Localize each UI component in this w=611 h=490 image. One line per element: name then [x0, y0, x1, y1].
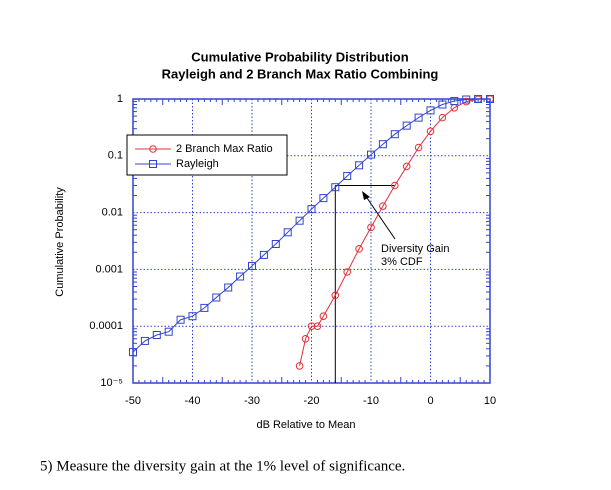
marker — [343, 268, 352, 276]
marker — [224, 283, 233, 292]
marker — [307, 205, 316, 214]
arrow-head — [362, 191, 370, 200]
marker — [379, 202, 387, 210]
marker — [438, 113, 447, 122]
marker — [414, 143, 423, 152]
x-tick-label: -10 — [363, 395, 379, 407]
marker — [331, 183, 340, 192]
marker — [414, 113, 423, 122]
marker — [343, 172, 352, 181]
marker — [367, 150, 375, 159]
chart-title: Cumulative Probability Distribution — [191, 49, 408, 64]
marker — [301, 335, 310, 343]
y-tick-label: 0.0001 — [89, 320, 123, 332]
marker — [319, 312, 328, 320]
annotation-arrow — [364, 194, 396, 240]
x-axis-label: dB Relative to Mean — [256, 419, 355, 431]
marker — [402, 162, 411, 171]
annotation-text: Diversity Gain — [381, 243, 449, 255]
marker — [283, 228, 292, 237]
series-line — [299, 98, 491, 367]
marker — [295, 362, 304, 370]
marker — [164, 327, 173, 336]
legend-label: Rayleigh — [176, 158, 219, 170]
marker — [236, 272, 245, 281]
marker — [426, 106, 435, 115]
y-axis-label: Cumulative Probability — [54, 187, 66, 297]
marker — [140, 336, 149, 345]
marker — [402, 121, 411, 130]
marker — [355, 161, 364, 170]
marker — [271, 240, 280, 249]
x-tick-label: 10 — [484, 395, 496, 407]
marker — [149, 160, 157, 168]
marker — [426, 127, 435, 136]
marker — [188, 312, 197, 321]
x-tick-label: -20 — [304, 395, 320, 407]
marker — [438, 100, 447, 109]
marker — [129, 348, 137, 357]
marker — [313, 322, 322, 331]
plot-frame — [132, 98, 491, 384]
chart-subtitle: Rayleigh and 2 Branch Max Ratio Combinin… — [162, 66, 439, 81]
marker — [378, 140, 387, 149]
marker — [367, 223, 375, 232]
marker — [176, 315, 185, 324]
marker — [295, 216, 304, 225]
marker — [259, 250, 268, 259]
y-tick-label: 10⁻⁵ — [100, 377, 123, 389]
marker — [307, 322, 316, 331]
caption: 5) Measure the diversity gain at the 1% … — [40, 458, 405, 474]
legend-label: 2 Branch Max Ratio — [176, 143, 273, 155]
marker — [331, 291, 340, 300]
y-tick-label: 1 — [117, 93, 123, 105]
y-tick-label: 0.001 — [95, 263, 123, 275]
marker — [486, 95, 494, 103]
marker — [355, 245, 363, 253]
marker — [212, 293, 221, 302]
annotation-text: 3% CDF — [381, 256, 423, 268]
marker — [248, 261, 256, 270]
marker — [149, 145, 157, 153]
marker — [390, 130, 399, 139]
marker — [200, 303, 209, 312]
y-tick-label: 0.01 — [102, 207, 123, 219]
marker — [450, 97, 459, 106]
marker — [462, 95, 471, 104]
x-tick-label: -30 — [244, 395, 260, 407]
y-tick-label: 0.1 — [108, 150, 123, 162]
legend-box — [126, 134, 288, 176]
marker — [391, 181, 399, 190]
marker — [152, 330, 161, 339]
x-tick-label: -40 — [185, 395, 201, 407]
x-tick-label: 0 — [427, 395, 433, 407]
series-line — [132, 98, 491, 353]
x-tick-label: -50 — [125, 395, 141, 407]
marker — [474, 95, 483, 104]
marker — [319, 194, 328, 203]
